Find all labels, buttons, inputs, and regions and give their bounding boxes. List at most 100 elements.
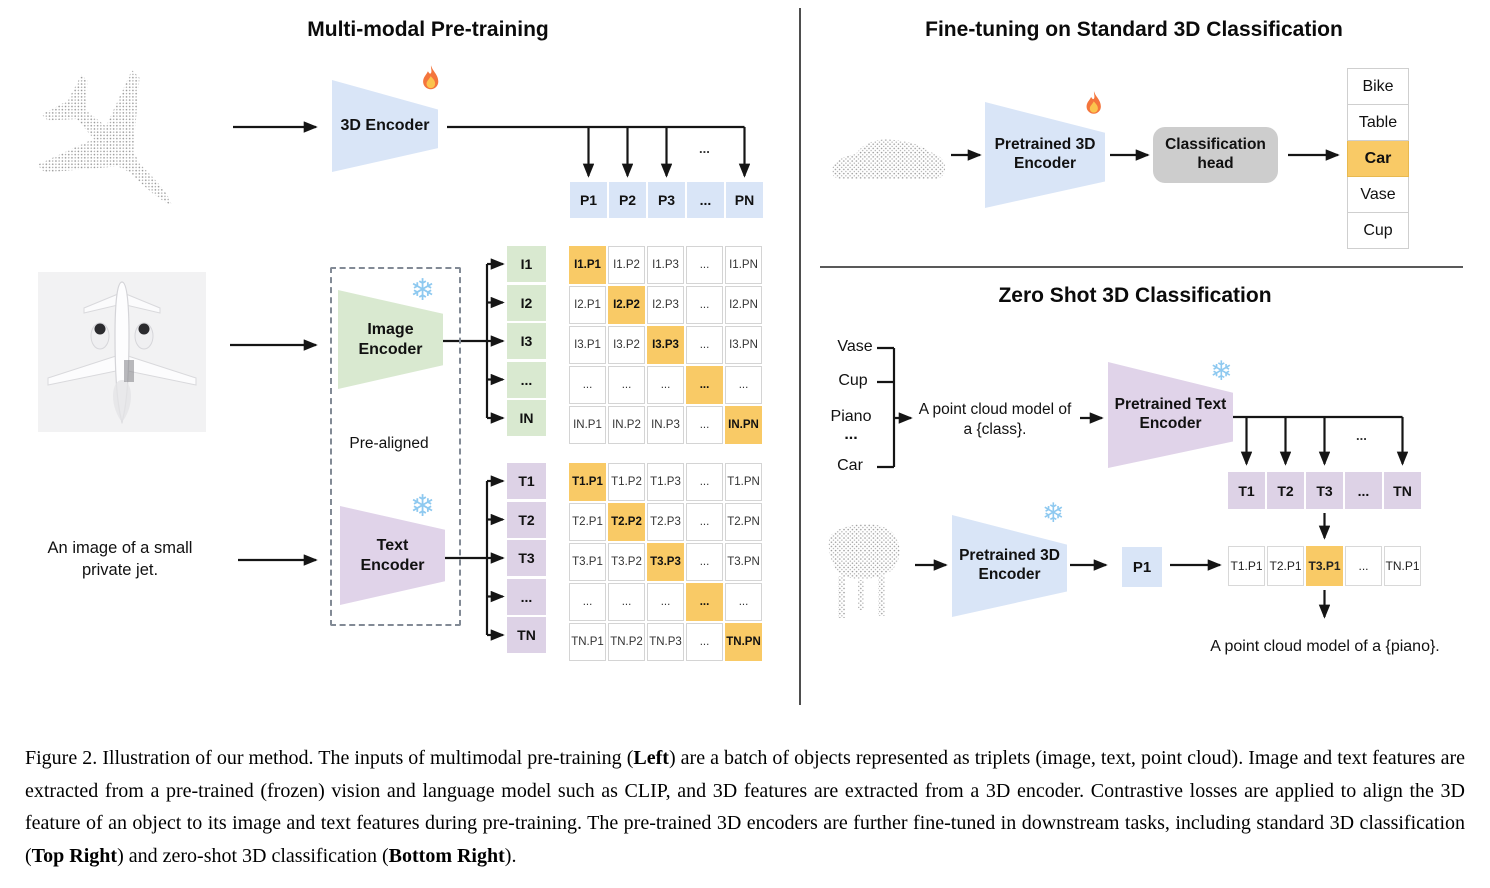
t-feature-cell: ... (1345, 472, 1382, 509)
airplane-point-cloud (37, 70, 172, 205)
text-matrix-cell: ... (569, 583, 606, 621)
text-label-cell: T2 (507, 501, 546, 538)
p-feature-cell: P2 (609, 182, 646, 218)
pretrain-title: Multi-modal Pre-training (307, 18, 549, 41)
image-matrix-cell: I3.P2 (608, 326, 645, 364)
image-label-cell: IN (507, 400, 546, 436)
fire-icon (1086, 91, 1101, 114)
figure-caption: Figure 2. Illustration of our method. Th… (25, 747, 1465, 867)
pre-aligned-label: Pre-aligned (349, 435, 429, 452)
p-feature-row: P1 P2 P3... PN (570, 182, 763, 218)
class-item: Cup (1347, 213, 1409, 249)
image-matrix-cell: I2.P3 (647, 286, 684, 324)
pre-aligned-box (330, 267, 461, 626)
p-feature-cell: ... (687, 182, 724, 218)
image-matrix-cell: ... (569, 366, 606, 404)
pretrained-text-encoder-label: Pretrained Text Encoder (1114, 396, 1227, 432)
result-cell: ... (1345, 546, 1382, 586)
text-label-cell: ... (507, 578, 546, 615)
image-label-cell: ... (507, 361, 546, 398)
t-feature-cell: TN (1384, 472, 1421, 509)
image-matrix-cell: ... (647, 366, 684, 404)
zeroshot-output-text: A point cloud model of a {piano}. (1210, 638, 1440, 655)
result-cell: T3.P1 (1306, 546, 1343, 586)
text-matrix-cell: TN.P1 (569, 623, 606, 661)
text-label-column: T1 T2 T3... TN (507, 463, 546, 653)
text-matrix-cell: ... (686, 583, 723, 621)
result-cell: T2.P1 (1267, 546, 1304, 586)
text-matrix-cell: ... (608, 583, 645, 621)
text-matrix-cell: ... (647, 583, 684, 621)
jet-top-view (47, 281, 197, 425)
text-matrix-cell: ... (686, 463, 723, 501)
piano-point-cloud (828, 524, 900, 618)
text-matrix-cell: T2.PN (725, 503, 762, 541)
image-matrix-cell: I3.PN (725, 326, 762, 364)
t-feature-cell: T1 (1228, 472, 1265, 509)
classification-head: Classification head (1153, 127, 1278, 183)
text-matrix-cell: T1.P1 (569, 463, 606, 501)
text-matrix-cell: T3.PN (725, 543, 762, 581)
image-matrix-cell: ... (686, 286, 723, 324)
text-label-cell: T1 (507, 463, 546, 499)
image-matrix-cell: ... (686, 366, 723, 404)
t-feature-cell: T2 (1267, 472, 1304, 509)
text-matrix-cell: ... (686, 543, 723, 581)
image-matrix-cell: I1.P2 (608, 246, 645, 284)
image-matrix-cell: IN.P2 (608, 406, 645, 444)
text-matrix-cell: ... (725, 583, 762, 621)
text-matrix-cell: T3.P2 (608, 543, 645, 581)
text-matrix-cell: T3.P3 (647, 543, 684, 581)
text-input: An image of a small private jet. (47, 539, 193, 580)
image-label-cell: I2 (507, 284, 546, 321)
text-matrix-cell: T2.P3 (647, 503, 684, 541)
image-matrix-cell: I3.P3 (647, 326, 684, 364)
zs-class-car: Car (837, 457, 863, 474)
image-matrix-cell: I2.PN (725, 286, 762, 324)
image-matrix-cell: ... (686, 246, 723, 284)
image-matrix-cell: ... (686, 326, 723, 364)
encoder-3d-label: 3D Encoder (340, 117, 430, 135)
image-matrix-cell: I1.PN (725, 246, 762, 284)
text-encoder-label: Text Encoder (360, 537, 425, 574)
car-point-cloud (831, 139, 945, 179)
text-matrix-cell: T1.P2 (608, 463, 645, 501)
image-label-cell: I3 (507, 323, 546, 359)
text-matrix-cell: T2.P1 (569, 503, 606, 541)
result-cell: TN.P1 (1384, 546, 1421, 586)
fire-icon (423, 65, 439, 90)
class-item: Car (1347, 141, 1409, 177)
zs-class-cup: Cup (838, 372, 868, 389)
image-label-column: I1 I2 I3... IN (507, 246, 546, 436)
p1-feature-cell: P1 (1122, 547, 1162, 587)
image-matrix-cell: ... (608, 366, 645, 404)
zs-class-ellipsis: ... (844, 426, 858, 443)
p-feature-cell: PN (726, 182, 763, 218)
prompt-text: A point cloud model of a {class}. (918, 401, 1072, 439)
text-matrix-cell: TN.PN (725, 623, 762, 661)
zeroshot-title: Zero Shot 3D Classification (998, 284, 1272, 307)
text-matrix-cell: T2.P2 (608, 503, 645, 541)
image-matrix-cell: I3.P1 (569, 326, 606, 364)
class-item: Table (1347, 105, 1409, 141)
classification-head-label: Classification head (1165, 136, 1266, 172)
finetune-title: Fine-tuning on Standard 3D Classificatio… (925, 18, 1343, 41)
connector-overlay (37, 8, 1463, 705)
class-item: Bike (1347, 68, 1409, 105)
snowflake-icon: ❄ (1042, 498, 1065, 528)
p-feature-cell: P3 (648, 182, 685, 218)
image-matrix-cell: ... (686, 406, 723, 444)
t-feature-cell: T3 (1306, 472, 1343, 509)
snowflake-icon: ❄ (1210, 356, 1233, 386)
text-matrix-cell: T3.P1 (569, 543, 606, 581)
result-cell: T1.P1 (1228, 546, 1265, 586)
snowflake-icon: ❄ (410, 274, 436, 307)
p-feature-cell: P1 (570, 182, 607, 218)
text-matrix-cell: T1.P3 (647, 463, 684, 501)
text-matrix-cell: ... (686, 623, 723, 661)
image-matrix-cell: I1.P3 (647, 246, 684, 284)
snowflake-icon: ❄ (410, 490, 436, 523)
image-matrix-cell: I2.P1 (569, 286, 606, 324)
class-item: Vase (1347, 177, 1409, 213)
